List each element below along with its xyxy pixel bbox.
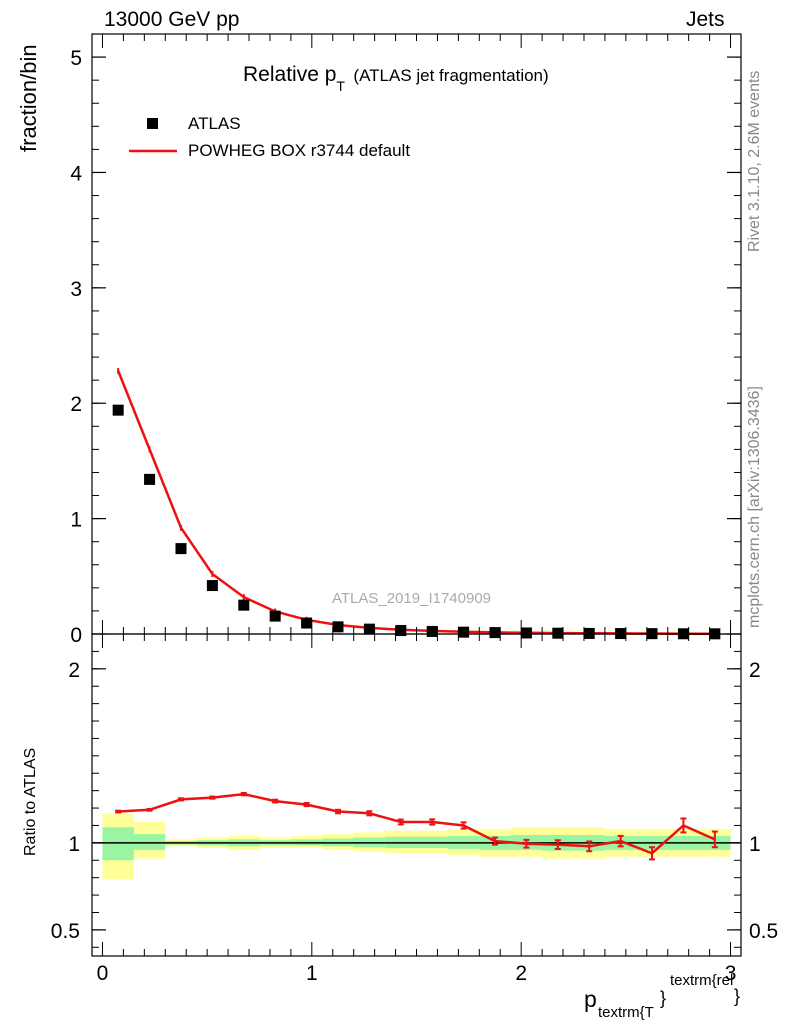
rivet-version-label: Rivet 3.1.10, 2.6M events bbox=[746, 70, 763, 252]
ratio-y-tick-label-right: 1 bbox=[749, 833, 761, 856]
x-axis-label-subscript: textrm{T bbox=[598, 1004, 654, 1021]
atlas-data-point bbox=[301, 617, 313, 629]
atlas-data-point bbox=[238, 599, 250, 611]
main-y-tick-label: 2 bbox=[70, 393, 82, 416]
atlas-data-point bbox=[426, 625, 438, 637]
ratio-y-tick-label-left: 0.5 bbox=[51, 920, 80, 943]
ratio-panel: 0.5 0.5 1 1 2 2 0 1 2 3 bbox=[51, 633, 778, 985]
legend-marker-atlas bbox=[147, 118, 158, 129]
x-tick-label: 1 bbox=[306, 962, 318, 985]
x-axis-label-base: p bbox=[584, 986, 597, 1012]
legend-label-powheg: POWHEG BOX r3744 default bbox=[188, 141, 411, 160]
ratio-y-axis-label: Ratio to ATLAS bbox=[22, 747, 39, 856]
atlas-data-point bbox=[520, 627, 532, 639]
x-tick-label: 2 bbox=[515, 962, 527, 985]
x-tick-label: 3 bbox=[725, 962, 737, 985]
atlas-data-point bbox=[206, 580, 218, 592]
atlas-data-point bbox=[112, 404, 124, 416]
ratio-mc-line bbox=[118, 792, 716, 855]
atlas-data-point bbox=[552, 627, 564, 639]
ratio-y-tick-label-left: 2 bbox=[68, 659, 80, 682]
atlas-data-point bbox=[144, 473, 156, 485]
x-axis-label-sup-brace: } bbox=[734, 986, 741, 1006]
legend-label-atlas: ATLAS bbox=[188, 114, 241, 133]
x-tick-label: 0 bbox=[97, 962, 109, 985]
x-axis-label-brace: } bbox=[660, 988, 667, 1008]
ratio-y-tick-label-left: 1 bbox=[68, 833, 80, 856]
x-axis-label-superscript: textrm{rel bbox=[670, 972, 734, 989]
main-y-tick-label: 5 bbox=[70, 47, 82, 70]
header-process-label: Jets bbox=[686, 8, 725, 31]
plot-title-main: Relative p bbox=[243, 63, 337, 86]
atlas-data-point bbox=[175, 543, 187, 555]
atlas-data-point bbox=[395, 625, 407, 637]
main-y-axis-label: fraction/bin bbox=[16, 44, 41, 152]
atlas-data-point bbox=[332, 621, 344, 633]
plot-title-subscript: T bbox=[336, 78, 345, 94]
ratio-band-inner bbox=[102, 827, 134, 861]
header-energy-label: 13000 GeV pp bbox=[104, 8, 240, 31]
main-y-tick-label: 3 bbox=[70, 278, 82, 301]
ratio-frame bbox=[91, 633, 742, 957]
atlas-data-point bbox=[269, 610, 281, 622]
ratio-y-tick-label-right: 0.5 bbox=[749, 920, 778, 943]
main-y-tick-label: 1 bbox=[70, 509, 82, 532]
plot-title: Relative pT (ATLAS jet fragmentation) bbox=[243, 63, 549, 94]
legend bbox=[129, 118, 177, 153]
main-y-tick-label: 0 bbox=[70, 624, 82, 647]
atlas-data-point bbox=[489, 627, 501, 639]
main-panel: 0 1 2 3 4 5 bbox=[70, 33, 742, 647]
atlas-data-point bbox=[363, 623, 375, 635]
main-y-tick-label: 4 bbox=[70, 162, 82, 185]
mcplots-reference-label: mcplots.cern.ch [arXiv:1306.3436] bbox=[746, 386, 763, 628]
plot-title-note: (ATLAS jet fragmentation) bbox=[353, 66, 549, 85]
ratio-band-inner bbox=[133, 834, 166, 850]
analysis-watermark: ATLAS_2019_I1740909 bbox=[332, 590, 492, 607]
atlas-data-point bbox=[458, 626, 470, 638]
ratio-y-tick-label-right: 2 bbox=[749, 659, 761, 682]
